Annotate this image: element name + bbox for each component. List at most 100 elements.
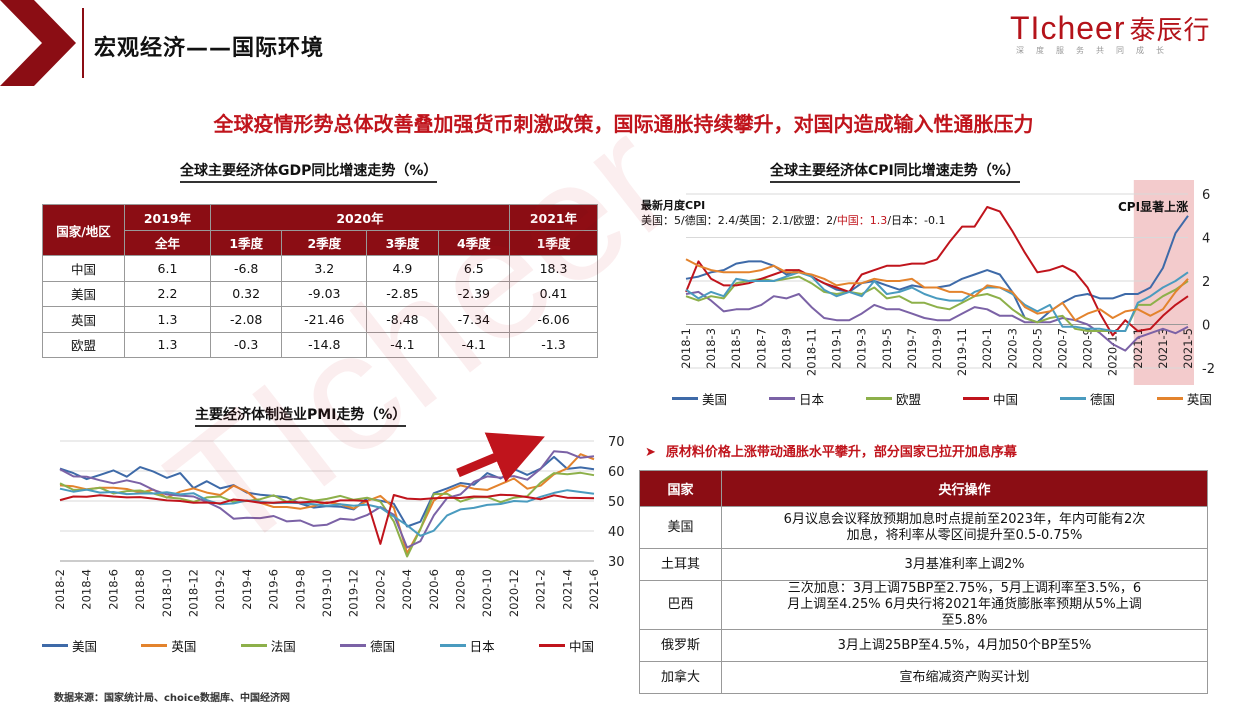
series-line	[685, 290, 1189, 352]
series-line	[59, 493, 595, 545]
logo-cn: 泰辰行	[1129, 16, 1211, 46]
y-tick-label: 50	[608, 495, 625, 510]
x-tick-label: 2020-1	[980, 328, 994, 369]
series-line	[685, 206, 1189, 337]
cpi-highlight-label: CPI显著上涨	[1118, 200, 1189, 214]
table-cell: -6.8	[209, 255, 283, 282]
x-tick-label: 2020-9	[1081, 328, 1095, 369]
x-tick-label: 2020-7	[1056, 328, 1070, 369]
x-tick-label: 2019-3	[855, 328, 869, 369]
legend-label: 德国	[370, 639, 396, 654]
policy-action: 3月上调25BP至4.5%，4月加50个BP至5%	[721, 629, 1208, 662]
policy-table: 国家 央行操作 美国 6月议息会议释放预期加息时点提前至2023年，年内可能有2…	[639, 470, 1208, 694]
cpi-note-suffix: /日本：-0.1	[887, 214, 946, 227]
x-tick-label: 2019-7	[905, 328, 919, 369]
series-line	[685, 271, 1189, 332]
x-tick-label: 2019-4	[240, 569, 254, 610]
table-cell: -0.3	[209, 331, 283, 358]
table-cell: 3.2	[281, 255, 368, 282]
cpi-legend: 美国 日本 欧盟 中国 德国 英国	[672, 389, 1212, 408]
y-tick-label: 70	[608, 435, 625, 450]
legend-item: 中国	[962, 389, 1018, 408]
table-row: 巴西 三次加息：3月上调75BP至2.75%，5月上调利率至3.5%，6月上调至…	[639, 580, 1208, 630]
legend-swatch	[240, 644, 267, 647]
legend-label: 法国	[270, 639, 296, 654]
row-label: 欧盟	[42, 331, 125, 358]
policy-bullet: ➤ 原材料价格上涨带动通胀水平攀升，部分国家已拉开加息序幕	[645, 441, 1017, 460]
gdp-corner-header: 国家/地区	[42, 204, 125, 256]
y-tick-label: 4	[1202, 232, 1210, 247]
legend-item: 日本	[768, 389, 824, 408]
policy-country: 加拿大	[639, 661, 722, 694]
gdp-sub-header: 1季度	[209, 229, 283, 256]
table-cell: -1.3	[509, 331, 598, 358]
x-tick-label: 2019-10	[320, 569, 334, 617]
gdp-sub-header: 3季度	[366, 229, 439, 256]
x-tick-label: 2019-8	[293, 569, 307, 610]
table-cell: -6.06	[509, 306, 598, 333]
x-tick-label: 2021-2	[534, 569, 548, 610]
pmi-line-chart: 30 40 50 60 70 2018-2 2018-4 2018-6 2018-8 2018-1…	[53, 432, 625, 617]
x-tick-label: 2018-3	[704, 328, 718, 369]
logo-tagline: 深度服务共同成长	[1016, 46, 1176, 55]
y-tick-label: 60	[608, 465, 625, 480]
series-line	[59, 471, 595, 558]
table-cell: 0.41	[509, 280, 598, 307]
table-cell: -4.1	[366, 331, 439, 358]
legend-item: 英国	[141, 636, 196, 655]
legend-swatch	[962, 397, 989, 400]
table-cell: -21.46	[281, 306, 368, 333]
table-row: 美国 6月议息会议释放预期加息时点提前至2023年，年内可能有2次加息，将利率从…	[639, 506, 1208, 549]
x-tick-label: 2020-6	[427, 569, 441, 610]
x-tick-label: 2019-1	[830, 328, 844, 369]
y-tick-label: 2	[1202, 275, 1210, 290]
company-logo: TIcheer 泰辰行 深度服务共同成长	[1010, 10, 1232, 58]
legend-swatch	[42, 644, 68, 647]
series-line	[59, 487, 595, 537]
legend-item: 欧盟	[865, 389, 921, 408]
legend-swatch	[672, 397, 698, 400]
legend-item: 德国	[340, 636, 395, 655]
gdp-year-header: 2019年	[124, 204, 211, 231]
x-tick-label: 2020-5	[1030, 328, 1044, 369]
x-tick-label: 2018-2	[53, 569, 67, 610]
x-tick-label: 2018-9	[779, 328, 793, 369]
legend-swatch	[141, 644, 168, 647]
legend-label: 英国	[171, 639, 197, 654]
pmi-chart-title: 主要经济体制造业PMI走势（%）	[195, 404, 407, 427]
policy-action-header: 央行操作	[721, 470, 1208, 507]
x-tick-label: 2021-1	[1131, 328, 1145, 369]
table-row: 土耳其 3月基准利率上调2%	[639, 548, 1208, 581]
legend-item: 英国	[1156, 389, 1212, 408]
policy-action: 3月基准利率上调2%	[721, 548, 1208, 581]
legend-item: 日本	[439, 636, 495, 655]
policy-country: 土耳其	[639, 548, 722, 581]
table-cell: -8.48	[366, 306, 439, 333]
policy-action: 三次加息：3月上调75BP至2.75%，5月上调利率至3.5%，6月上调至4.2…	[721, 580, 1208, 630]
x-tick-label: 2018-5	[729, 328, 743, 369]
table-cell: -9.03	[281, 280, 368, 307]
table-cell: -4.1	[437, 331, 511, 358]
x-tick-label: 2021-5	[1181, 328, 1195, 369]
legend-swatch	[768, 397, 795, 400]
gdp-sub-header: 全年	[124, 229, 211, 256]
table-cell: 1.3	[124, 306, 211, 333]
gdp-sub-header: 2季度	[281, 229, 368, 256]
legend-label: 日本	[469, 639, 495, 654]
x-tick-label: 2021-4	[560, 569, 574, 610]
series-line	[685, 258, 1189, 322]
x-tick-label: 2018-8	[133, 569, 147, 610]
trend-arrow-icon	[456, 432, 545, 483]
cpi-note: 美国：5/德国：2.4/英国：2.1/欧盟：2/中国：1.3/日本：-0.1	[641, 212, 945, 228]
x-tick-label: 2019-12	[347, 569, 361, 617]
cpi-line-chart: -2 0 2 4 6 2018-1 2018-3 2018-5 2018-7 2018-9 2018…	[679, 180, 1215, 385]
x-tick-label: 2019-2	[213, 569, 227, 610]
legend-item: 美国	[672, 389, 727, 408]
table-cell: -14.8	[281, 331, 368, 358]
legend-item: 德国	[1059, 389, 1115, 408]
x-tick-label: 2020-10	[480, 569, 494, 617]
cpi-note-china: 中国：1.3	[836, 214, 888, 227]
table-cell: 2.2	[124, 280, 211, 307]
legend-swatch	[1156, 397, 1183, 400]
legend-swatch	[538, 644, 565, 647]
